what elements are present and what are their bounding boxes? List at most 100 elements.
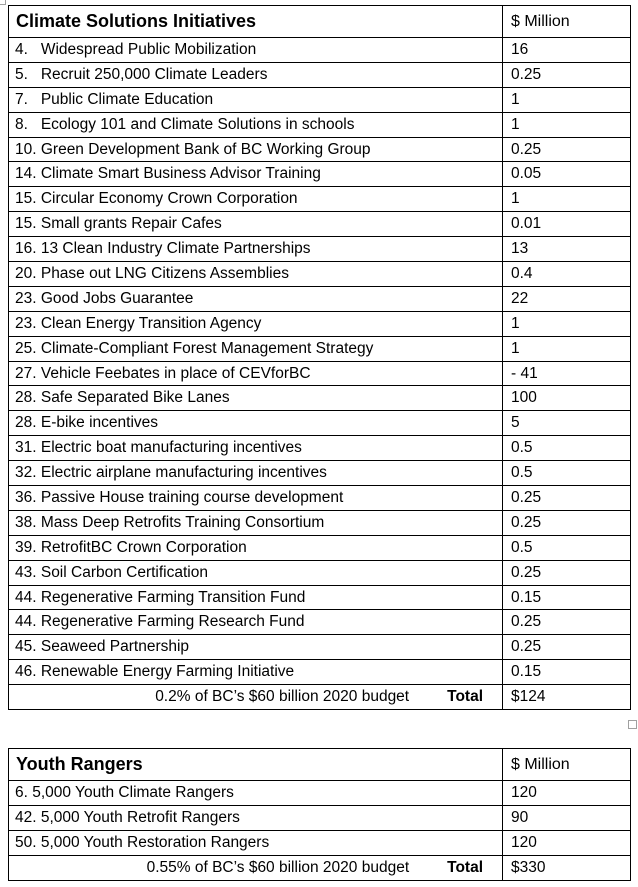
amount-value: 1 [502, 86, 631, 113]
budget-note: 0.2% of BC’s $60 billion 2020 budget [155, 688, 410, 706]
table-move-handle-icon[interactable] [0, 0, 6, 5]
table-row: 36. Passive House training course develo… [8, 485, 631, 511]
amount-value: 13 [502, 236, 631, 263]
initiative-label: 45. Seaweed Partnership [8, 634, 503, 661]
header-row: Youth Rangers $ Million [8, 748, 631, 781]
total-amount: $330 [502, 854, 631, 881]
amount-value: 0.25 [502, 559, 631, 586]
table-row: 39. RetrofitBC Crown Corporation 0.5 [8, 534, 631, 561]
table-row: 46. Renewable Energy Farming Initiative 0… [8, 659, 631, 686]
table-row: 8. Ecology 101 and Climate Solutions in … [8, 111, 631, 138]
table-row: 6. 5,000 Youth Climate Rangers 120 [8, 780, 631, 806]
initiative-label: 25. Climate-Compliant Forest Management … [8, 335, 503, 362]
table-resize-handle-icon[interactable] [628, 720, 637, 729]
table-row: 50. 5,000 Youth Restoration Rangers 120 [8, 829, 631, 856]
climate-solutions-table: Climate Solutions Initiatives $ Million … [8, 5, 631, 711]
table-row: 23. Clean Energy Transition Agency 1 [8, 310, 631, 337]
initiative-label: 15. Small grants Repair Cafes [8, 211, 503, 238]
initiative-label: 46. Renewable Energy Farming Initiative [8, 659, 503, 686]
initiative-label: 15. Circular Economy Crown Corporation [8, 186, 503, 213]
header-row: Climate Solutions Initiatives $ Million [8, 5, 631, 38]
section-title: Youth Rangers [8, 748, 503, 781]
initiative-label: 10. Green Development Bank of BC Working… [8, 136, 503, 163]
table-row: 15. Circular Economy Crown Corporation 1 [8, 186, 631, 213]
amount-value: 1 [502, 186, 631, 213]
amount-value: 0.25 [502, 609, 631, 636]
initiative-label: 36. Passive House training course develo… [8, 485, 503, 511]
amount-value: 0.15 [502, 584, 631, 611]
budget-note: 0.55% of BC’s $60 billion 2020 budget [146, 858, 410, 876]
amount-value: 5 [502, 410, 631, 437]
amount-value: 0.25 [502, 509, 631, 536]
amount-value: 1 [502, 335, 631, 362]
initiative-label: 4. Widespread Public Mobilization [8, 37, 503, 63]
total-note-cell: 0.2% of BC’s $60 billion 2020 budget Tota… [8, 684, 503, 711]
total-row: 0.2% of BC’s $60 billion 2020 budget Tota… [8, 684, 631, 711]
table-row: 45. Seaweed Partnership 0.25 [8, 634, 631, 661]
table-row: 32. Electric airplane manufacturing ince… [8, 460, 631, 487]
initiative-label: 32. Electric airplane manufacturing ince… [8, 460, 503, 487]
amount-value: - 41 [502, 360, 631, 387]
million-column-header: $ Million [502, 748, 631, 781]
table-row: 38. Mass Deep Retrofits Training Consort… [8, 509, 631, 536]
initiative-label: 23. Clean Energy Transition Agency [8, 310, 503, 337]
initiative-label: 27. Vehicle Feebates in place of CEVforB… [8, 360, 503, 387]
initiative-label: 50. 5,000 Youth Restoration Rangers [8, 829, 503, 856]
amount-value: 0.25 [502, 61, 631, 88]
initiative-label: 20. Phase out LNG Citizens Assemblies [8, 261, 503, 287]
youth-rangers-table: Youth Rangers $ Million 6. 5,000 Youth C… [8, 748, 631, 881]
amount-value: 22 [502, 285, 631, 312]
total-amount: $124 [502, 684, 631, 711]
table-row: 16. 13 Clean Industry Climate Partnershi… [8, 236, 631, 263]
initiative-label: 7. Public Climate Education [8, 86, 503, 113]
amount-value: 0.05 [502, 161, 631, 188]
table-row: 7. Public Climate Education 1 [8, 86, 631, 113]
initiative-label: 31. Electric boat manufacturing incentiv… [8, 435, 503, 462]
total-label: Total [447, 858, 483, 876]
total-row: 0.55% of BC’s $60 billion 2020 budget Tot… [8, 854, 631, 881]
amount-value: 90 [502, 804, 631, 831]
initiative-label: 38. Mass Deep Retrofits Training Consort… [8, 509, 503, 536]
initiative-label: 8. Ecology 101 and Climate Solutions in … [8, 111, 503, 138]
amount-value: 0.15 [502, 659, 631, 686]
table-row: 25. Climate-Compliant Forest Management … [8, 335, 631, 362]
amount-value: 0.5 [502, 534, 631, 561]
amount-value: 1 [502, 111, 631, 138]
table-row: 5. Recruit 250,000 Climate Leaders 0.25 [8, 61, 631, 88]
initiative-label: 23. Good Jobs Guarantee [8, 285, 503, 312]
table-row: 44. Regenerative Farming Transition Fund… [8, 584, 631, 611]
million-column-header: $ Million [502, 5, 631, 38]
section-title: Climate Solutions Initiatives [8, 5, 503, 38]
table-row: 15. Small grants Repair Cafes 0.01 [8, 211, 631, 238]
initiative-label: 6. 5,000 Youth Climate Rangers [8, 780, 503, 806]
table-row: 23. Good Jobs Guarantee 22 [8, 285, 631, 312]
initiative-label: 44. Regenerative Farming Research Fund [8, 609, 503, 636]
table-row: 28. E-bike incentives 5 [8, 410, 631, 437]
table-row: 20. Phase out LNG Citizens Assemblies 0.4 [8, 261, 631, 287]
total-note-cell: 0.55% of BC’s $60 billion 2020 budget Tot… [8, 854, 503, 881]
amount-value: 120 [502, 829, 631, 856]
amount-value: 16 [502, 37, 631, 63]
table-row: 43. Soil Carbon Certification 0.25 [8, 559, 631, 586]
initiative-label: 28. Safe Separated Bike Lanes [8, 385, 503, 412]
initiative-label: 44. Regenerative Farming Transition Fund [8, 584, 503, 611]
amount-value: 120 [502, 780, 631, 806]
table-row: 4. Widespread Public Mobilization 16 [8, 37, 631, 63]
table-row: 10. Green Development Bank of BC Working… [8, 136, 631, 163]
amount-value: 100 [502, 385, 631, 412]
table-row: 27. Vehicle Feebates in place of CEVforB… [8, 360, 631, 387]
table-row: 14. Climate Smart Business Advisor Train… [8, 161, 631, 188]
amount-value: 0.5 [502, 435, 631, 462]
initiative-label: 28. E-bike incentives [8, 410, 503, 437]
initiative-label: 16. 13 Clean Industry Climate Partnershi… [8, 236, 503, 263]
initiative-label: 43. Soil Carbon Certification [8, 559, 503, 586]
initiative-label: 14. Climate Smart Business Advisor Train… [8, 161, 503, 188]
table-row: 31. Electric boat manufacturing incentiv… [8, 435, 631, 462]
table-row: 44. Regenerative Farming Research Fund 0.… [8, 609, 631, 636]
amount-value: 0.4 [502, 261, 631, 287]
table-row: 42. 5,000 Youth Retrofit Rangers 90 [8, 804, 631, 831]
initiative-label: 42. 5,000 Youth Retrofit Rangers [8, 804, 503, 831]
amount-value: 0.25 [502, 634, 631, 661]
initiative-label: 39. RetrofitBC Crown Corporation [8, 534, 503, 561]
initiative-label: 5. Recruit 250,000 Climate Leaders [8, 61, 503, 88]
